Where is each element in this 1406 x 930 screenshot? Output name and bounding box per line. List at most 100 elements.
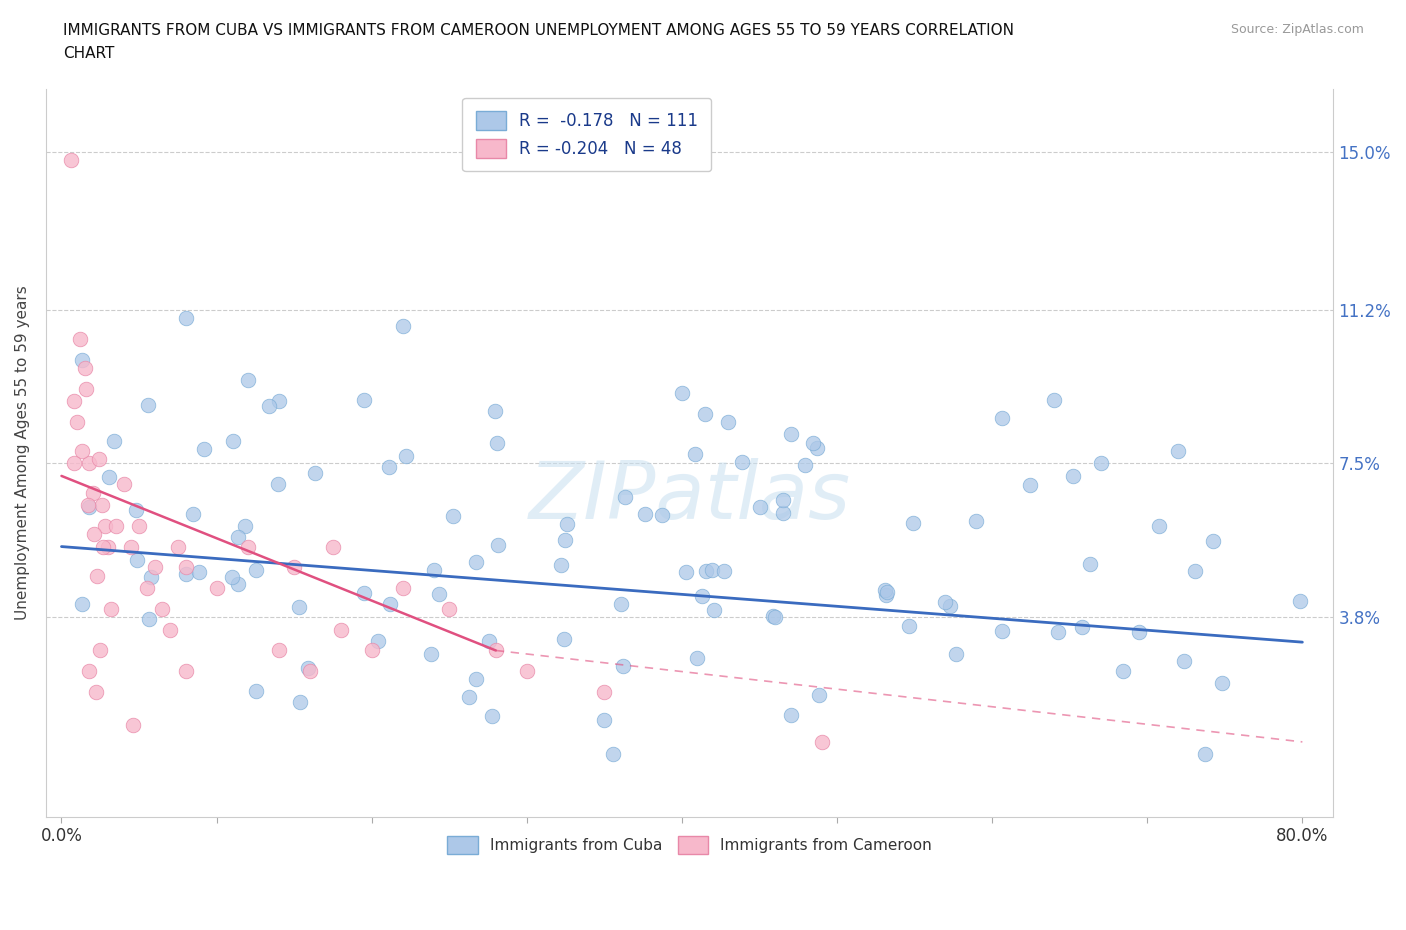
Point	[236, 539, 259, 554]
Point	[458, 689, 481, 704]
Point	[794, 458, 817, 472]
Point	[439, 602, 461, 617]
Point	[236, 373, 259, 388]
Point	[810, 735, 832, 750]
Point	[391, 319, 413, 334]
Point	[801, 436, 824, 451]
Point	[806, 441, 828, 456]
Point	[298, 664, 321, 679]
Text: Source: ZipAtlas.com: Source: ZipAtlas.com	[1230, 23, 1364, 36]
Point	[808, 688, 831, 703]
Point	[82, 485, 104, 500]
Point	[100, 602, 122, 617]
Point	[1112, 664, 1135, 679]
Point	[675, 565, 697, 579]
Point	[87, 452, 110, 467]
Point	[79, 664, 101, 679]
Point	[112, 477, 135, 492]
Point	[763, 609, 786, 624]
Point	[94, 518, 117, 533]
Point	[602, 747, 624, 762]
Point	[120, 539, 142, 554]
Point	[166, 539, 188, 554]
Point	[945, 646, 967, 661]
Point	[934, 594, 956, 609]
Point	[97, 539, 120, 554]
Point	[1147, 519, 1170, 534]
Point	[174, 560, 197, 575]
Point	[297, 660, 319, 675]
Point	[174, 664, 197, 679]
Point	[464, 671, 486, 686]
Point	[749, 499, 772, 514]
Point	[762, 608, 785, 623]
Point	[690, 589, 713, 604]
Legend: Immigrants from Cuba, Immigrants from Cameroon: Immigrants from Cuba, Immigrants from Ca…	[441, 830, 938, 860]
Point	[75, 381, 97, 396]
Point	[288, 695, 311, 710]
Point	[121, 718, 143, 733]
Point	[485, 436, 508, 451]
Point	[377, 459, 399, 474]
Point	[1184, 563, 1206, 578]
Point	[1062, 468, 1084, 483]
Point	[59, 153, 82, 167]
Point	[128, 518, 150, 533]
Point	[257, 399, 280, 414]
Point	[486, 538, 509, 552]
Point	[226, 577, 249, 591]
Text: IMMIGRANTS FROM CUBA VS IMMIGRANTS FROM CAMEROON UNEMPLOYMENT AMONG AGES 55 TO 5: IMMIGRANTS FROM CUBA VS IMMIGRANTS FROM …	[63, 23, 1014, 38]
Point	[695, 407, 717, 422]
Point	[1211, 676, 1233, 691]
Point	[1071, 620, 1094, 635]
Point	[731, 455, 754, 470]
Point	[283, 560, 305, 575]
Point	[898, 618, 921, 633]
Point	[89, 643, 111, 658]
Point	[193, 442, 215, 457]
Point	[612, 658, 634, 673]
Point	[378, 596, 401, 611]
Point	[671, 385, 693, 400]
Point	[550, 557, 572, 572]
Point	[70, 352, 93, 367]
Point	[103, 433, 125, 448]
Text: CHART: CHART	[63, 46, 115, 61]
Point	[593, 684, 616, 699]
Point	[1289, 594, 1312, 609]
Point	[779, 708, 801, 723]
Point	[125, 502, 148, 517]
Point	[553, 631, 575, 646]
Point	[1042, 392, 1064, 407]
Point	[138, 611, 160, 626]
Point	[86, 568, 108, 583]
Point	[901, 515, 924, 530]
Point	[481, 709, 503, 724]
Point	[427, 587, 450, 602]
Point	[69, 331, 91, 346]
Point	[593, 712, 616, 727]
Point	[713, 564, 735, 578]
Point	[1173, 654, 1195, 669]
Text: ZIPatlas: ZIPatlas	[529, 458, 851, 536]
Point	[83, 526, 105, 541]
Point	[176, 566, 198, 581]
Point	[77, 499, 100, 514]
Point	[772, 506, 794, 521]
Point	[683, 446, 706, 461]
Point	[779, 427, 801, 442]
Point	[139, 570, 162, 585]
Point	[554, 532, 576, 547]
Point	[322, 539, 344, 554]
Point	[66, 415, 89, 430]
Point	[1194, 747, 1216, 762]
Point	[143, 560, 166, 575]
Point	[555, 517, 578, 532]
Point	[1046, 625, 1069, 640]
Point	[267, 393, 290, 408]
Point	[1167, 444, 1189, 458]
Point	[76, 498, 98, 512]
Point	[875, 588, 897, 603]
Point	[226, 530, 249, 545]
Point	[651, 508, 673, 523]
